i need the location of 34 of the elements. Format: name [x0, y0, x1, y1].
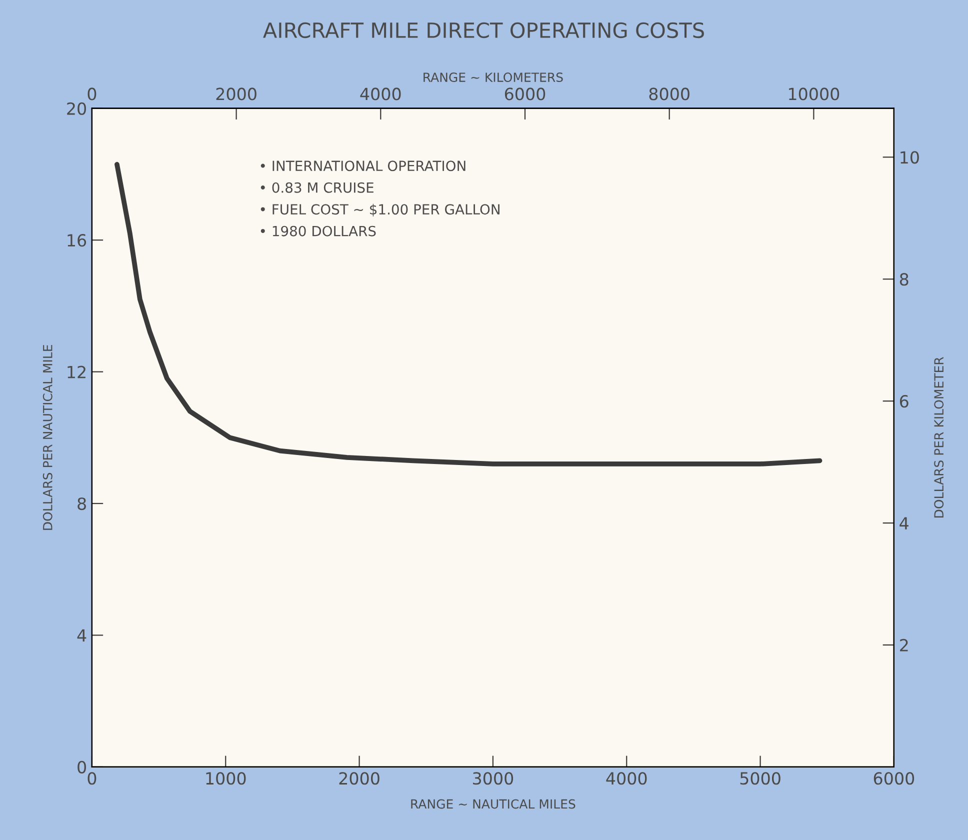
x2-axis-title: RANGE ~ KILOMETERS	[424, 72, 563, 82]
y-tick-label: 12	[68, 366, 86, 378]
y-tick-label: 16	[68, 234, 86, 247]
x2-tick-label: 2000	[216, 88, 256, 100]
x2-tick-label: 8000	[649, 88, 690, 100]
line-series	[114, 162, 822, 466]
x-tick-label: 4000	[606, 772, 647, 785]
x-tick-label: 0	[88, 772, 96, 785]
chart-title: AIRCRAFT MILE DIRECT OPERATING COSTS	[263, 22, 704, 38]
y2-axis-title: DOLLARS PER KILOMETER	[934, 356, 944, 518]
y-axis-title: DOLLARS PER NAUTICAL MILE	[42, 345, 52, 530]
x2-tick-label: 0	[88, 88, 96, 100]
x2-tick-label: 6000	[504, 88, 546, 100]
x-tick-label: 6000	[874, 772, 914, 785]
y2-tick-label: 4	[900, 517, 908, 530]
x-tick-label: 2000	[339, 772, 380, 785]
x2-tick-label: 4000	[360, 88, 401, 100]
y2-tick-label: 2	[900, 638, 908, 652]
x-tick-label: 1000	[206, 772, 246, 785]
annotation: • FUEL COST ~ $1.00 PER GALLON	[260, 204, 500, 216]
y-tick-label: 0	[78, 760, 86, 774]
y2-tick-label: 6	[900, 395, 908, 408]
x-axis-title: RANGE ~ NAUTICAL MILES	[411, 799, 576, 809]
x2-tick-label: 10000	[789, 88, 840, 100]
y-tick-label: 8	[78, 497, 86, 510]
y-tick-label: 20	[67, 102, 86, 115]
annotation: • INTERNATIONAL OPERATION	[260, 160, 466, 172]
annotation: • 1980 DOLLARS	[260, 226, 376, 236]
y2-tick-label: 8	[900, 273, 908, 286]
y2-tick-label: 10	[900, 151, 919, 164]
y-tick-label: 4	[77, 629, 86, 642]
x-tick-label: 3000	[473, 772, 514, 785]
x-tick-label: 5000	[740, 772, 780, 785]
annotation: • 0.83 M CRUISE	[260, 182, 374, 193]
